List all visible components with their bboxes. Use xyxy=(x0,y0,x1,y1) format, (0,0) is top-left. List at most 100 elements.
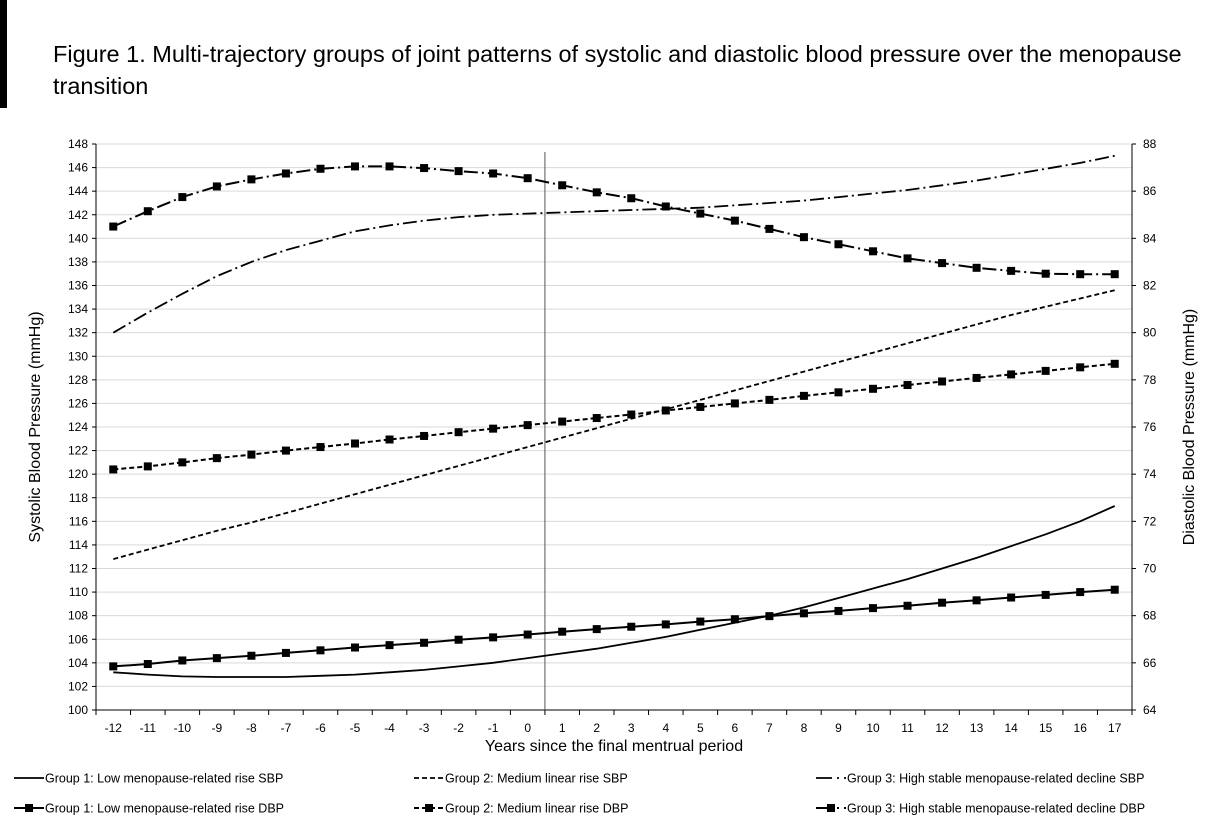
y-right-tick-label: 76 xyxy=(1143,420,1157,434)
y-right-tick-label: 80 xyxy=(1143,326,1157,340)
y-left-tick-label: 140 xyxy=(68,231,88,245)
series-4-point xyxy=(178,656,187,665)
y-left-tick-label: 100 xyxy=(68,703,88,717)
x-tick-label: 4 xyxy=(662,721,669,735)
series-4-point xyxy=(1076,588,1085,597)
series-5-point xyxy=(938,377,947,386)
x-tick-label: 6 xyxy=(732,721,739,735)
series-6-point xyxy=(489,169,498,178)
x-tick-label: -6 xyxy=(315,721,326,735)
series-5-point xyxy=(523,421,532,430)
y-right-tick-label: 70 xyxy=(1143,562,1157,576)
y-left-tick-label: 124 xyxy=(68,420,88,434)
figure-title: Figure 1. Multi-trajectory groups of joi… xyxy=(53,41,1182,99)
series-4-point xyxy=(627,622,636,631)
y-left-tick-label: 116 xyxy=(69,514,88,528)
x-tick-label: -2 xyxy=(453,721,464,735)
series-6-point xyxy=(109,222,118,231)
series-line-6 xyxy=(112,165,1115,276)
series-5-point xyxy=(1041,366,1050,375)
y-right-tick-label: 88 xyxy=(1143,137,1157,151)
series-4-point xyxy=(385,641,394,650)
x-tick-label: 15 xyxy=(1039,721,1053,735)
series-6-point xyxy=(178,193,187,202)
series-4-point xyxy=(765,612,774,621)
legend: Group 1: Low menopause-related rise SBP G… xyxy=(14,772,1145,816)
series-6-point xyxy=(143,207,152,216)
series-4-point xyxy=(109,662,118,671)
series-5-point xyxy=(627,410,636,419)
x-tick-label: 14 xyxy=(1004,721,1018,735)
series-4-point xyxy=(558,627,567,636)
series-4-point xyxy=(1007,593,1016,602)
series-6-point xyxy=(1041,269,1050,278)
y-left-tick-label: 136 xyxy=(68,279,88,293)
series-4-point xyxy=(316,646,325,655)
gridlines xyxy=(96,143,1132,687)
x-axis-title: Years since the final mentrual period xyxy=(485,738,743,755)
series-6-point xyxy=(661,202,670,211)
series-5-point xyxy=(903,381,912,390)
y-right-tick-label: 74 xyxy=(1143,467,1157,481)
series-6-point xyxy=(523,174,532,183)
y-left-tick-label: 104 xyxy=(68,656,88,670)
x-tick-label: -12 xyxy=(105,721,123,735)
x-tick-label: 13 xyxy=(970,721,984,735)
series-4-point xyxy=(696,617,705,626)
series-6-point xyxy=(1007,266,1016,275)
y-left-tick-label: 112 xyxy=(69,562,88,576)
legend-label-2: Group 2: Medium linear rise SBP xyxy=(445,772,628,786)
series-4-point xyxy=(143,660,152,669)
series-4-point xyxy=(1110,585,1119,594)
series-6-point xyxy=(351,162,359,171)
legend-marker-6 xyxy=(827,804,835,812)
x-tick-label: 16 xyxy=(1074,721,1088,735)
x-tick-label: -9 xyxy=(212,721,223,735)
series-4-point xyxy=(212,654,221,663)
y-right-tick-label: 68 xyxy=(1143,609,1157,623)
series-4-point xyxy=(799,609,808,618)
series-line-1 xyxy=(113,505,1116,678)
y-left-tick-label: 118 xyxy=(69,491,88,505)
series-6-point xyxy=(834,240,843,249)
y-left-tick-label: 134 xyxy=(68,302,88,316)
series-4-point xyxy=(489,633,498,642)
series-6-point xyxy=(558,181,567,190)
series-6-point xyxy=(938,259,947,268)
series-6-point xyxy=(385,162,394,171)
series-4-point xyxy=(938,598,947,607)
series-5-point xyxy=(558,417,567,426)
series-4-point xyxy=(834,606,843,615)
y-left-tick-label: 128 xyxy=(68,373,88,387)
x-tick-label: 2 xyxy=(593,721,600,735)
series-6-point xyxy=(972,263,981,272)
x-tick-label: 10 xyxy=(866,721,880,735)
y-left-tick-label: 108 xyxy=(68,609,88,623)
y-right-tick-label: 78 xyxy=(1143,373,1157,387)
legend-label-5: Group 2: Medium linear rise DBP xyxy=(445,802,628,816)
series-5-point xyxy=(489,424,498,433)
series-5-point xyxy=(696,402,705,411)
y-left-tick-label: 132 xyxy=(68,326,88,340)
legend-label-1: Group 1: Low menopause-related rise SBP xyxy=(45,772,283,786)
series-4-point xyxy=(661,620,670,629)
series-4-point xyxy=(420,638,429,647)
y-left-tick-label: 102 xyxy=(68,679,88,693)
x-tick-label: -5 xyxy=(350,721,361,735)
x-tick-label: -1 xyxy=(488,721,499,735)
series-5-point xyxy=(834,388,843,397)
series-5-point xyxy=(972,373,981,382)
series-4-point xyxy=(1041,590,1050,599)
y-right-tick-label: 72 xyxy=(1143,514,1157,528)
x-tick-label: 9 xyxy=(835,721,842,735)
series-4-point xyxy=(247,651,256,660)
series-5-point xyxy=(765,395,774,404)
y-left-tick-label: 106 xyxy=(68,632,88,646)
series-line-4 xyxy=(113,588,1115,668)
x-tick-label: -10 xyxy=(174,721,192,735)
y-right-tick-label: 86 xyxy=(1143,184,1157,198)
series-5-point xyxy=(109,465,118,474)
y-left-axis-title: Systolic Blood Pressure (mmHg) xyxy=(27,311,44,542)
series-6-point xyxy=(903,254,912,263)
series-6-point xyxy=(247,175,256,184)
